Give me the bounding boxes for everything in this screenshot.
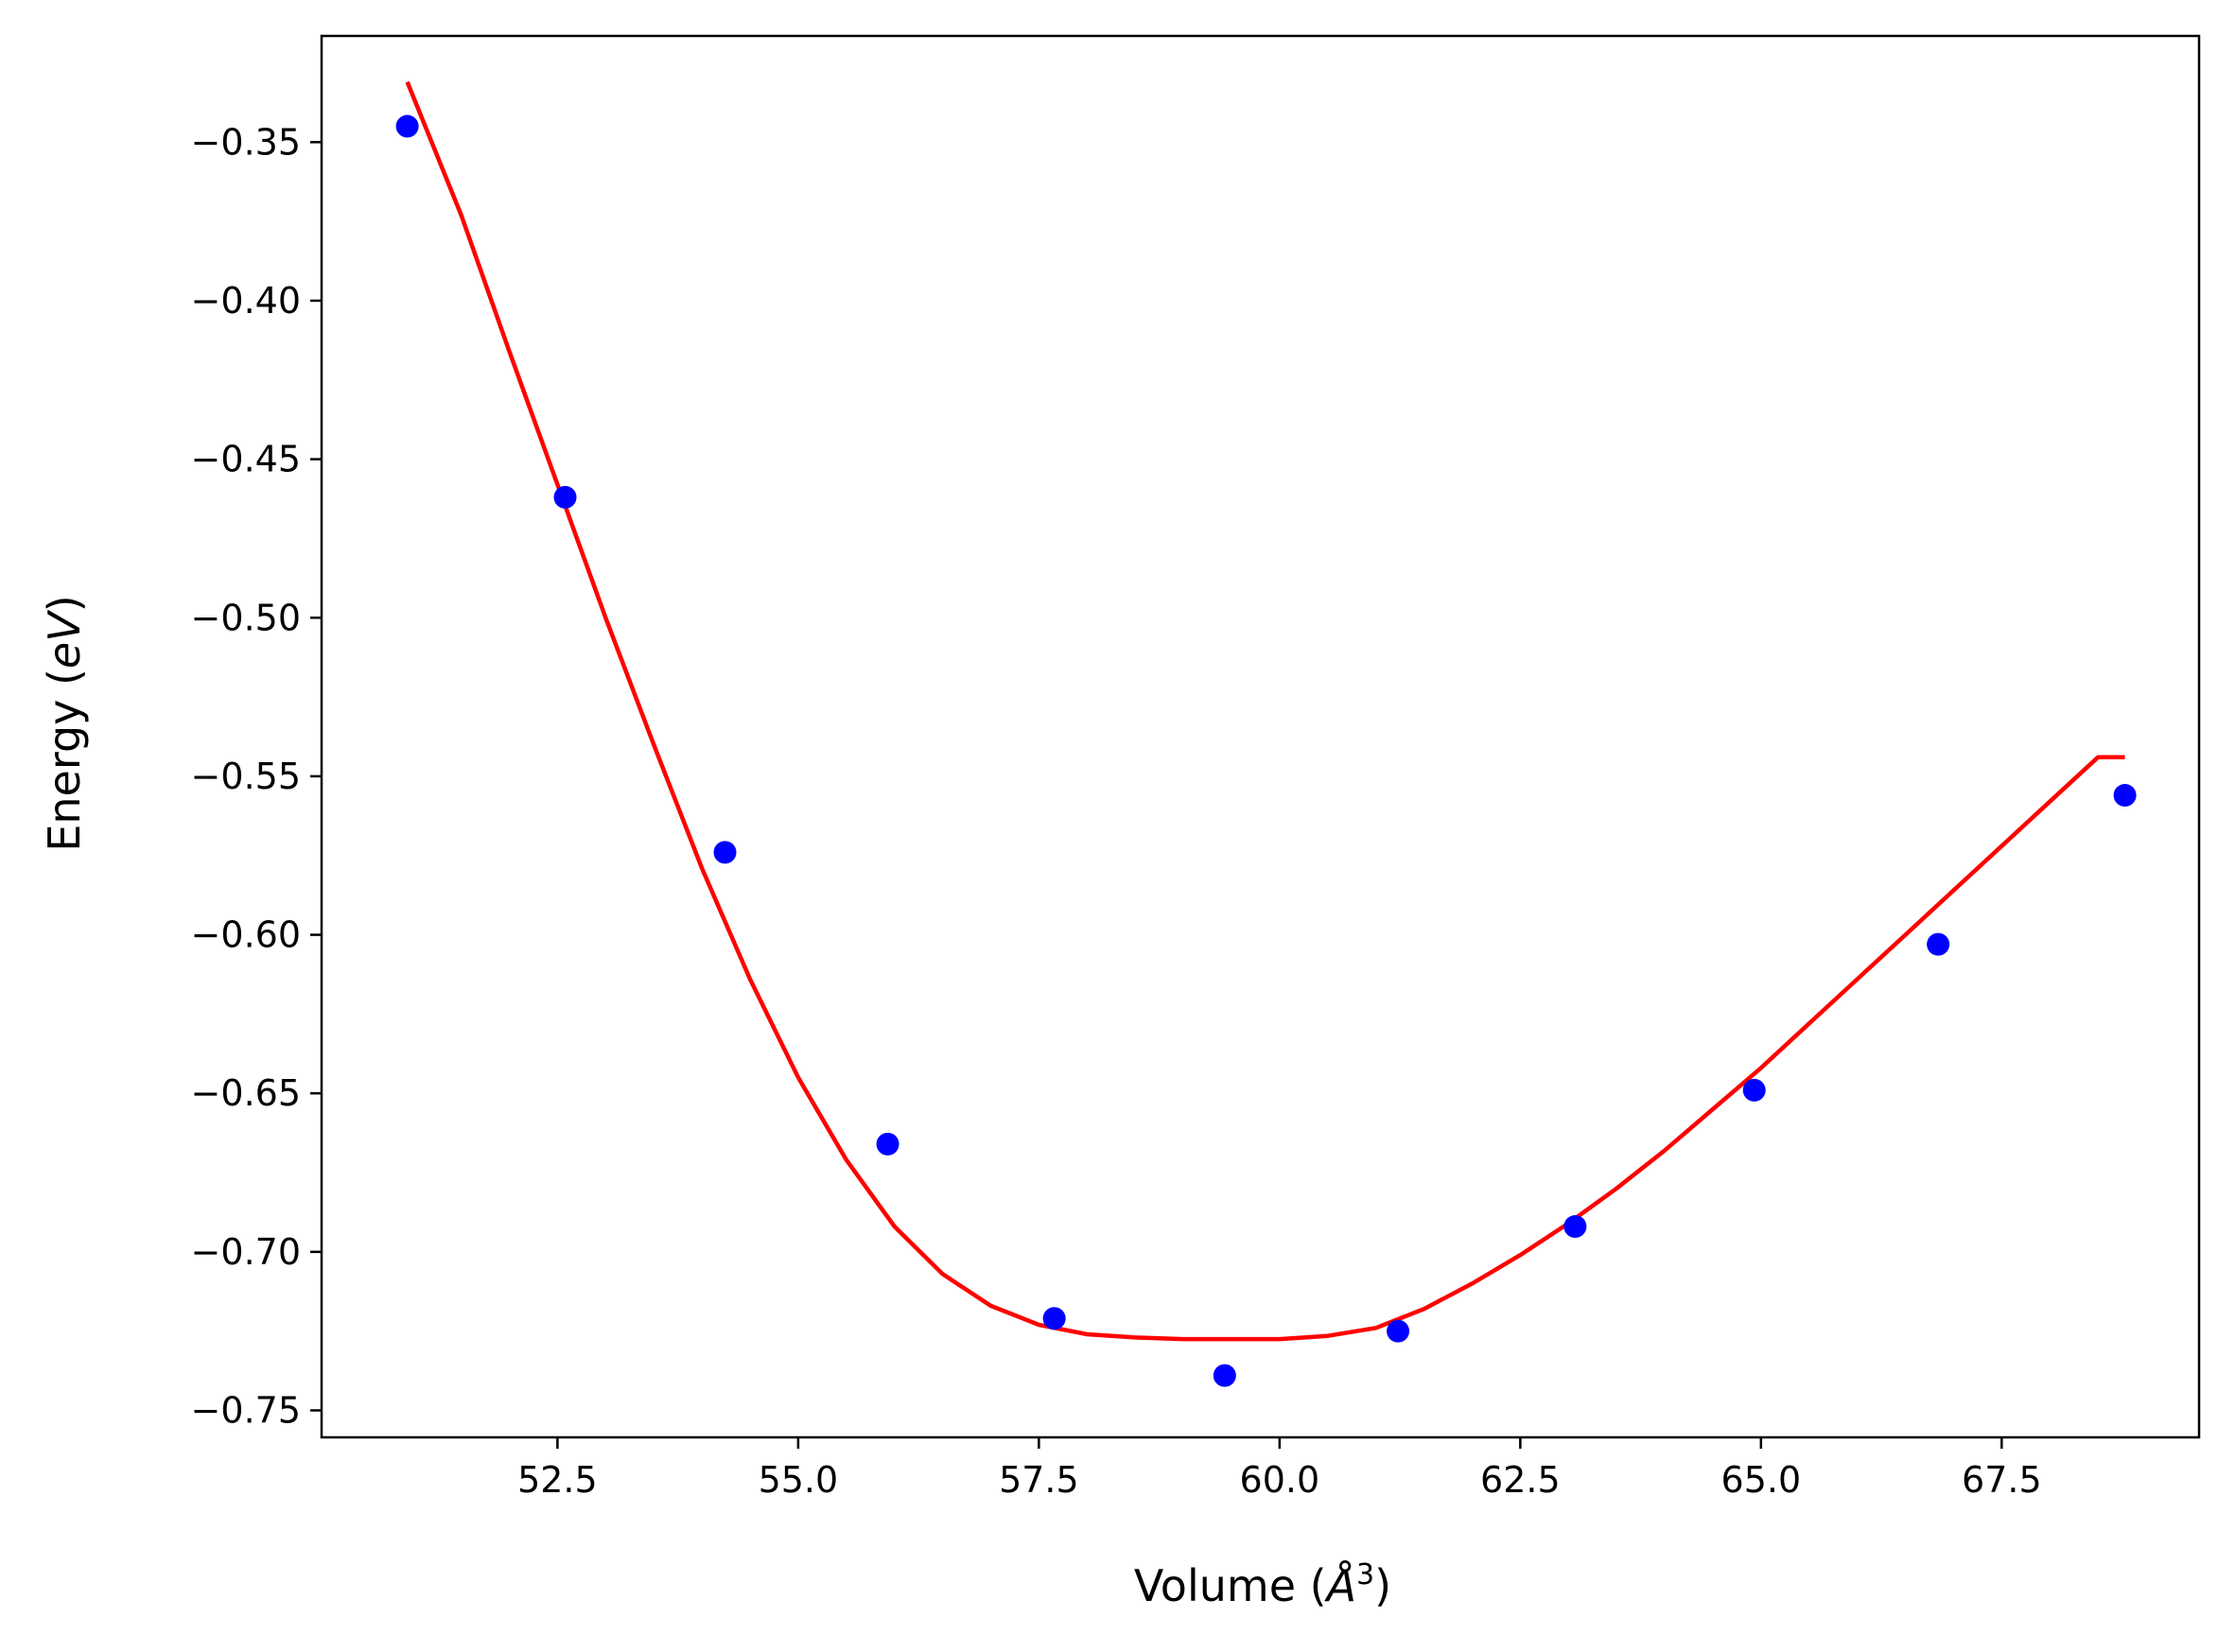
x-tick-label: 52.5 bbox=[517, 1459, 598, 1501]
fit-curve-line bbox=[405, 80, 2125, 1342]
data-point bbox=[713, 841, 737, 864]
x-tick-label: 62.5 bbox=[1480, 1459, 1561, 1501]
data-point bbox=[876, 1132, 899, 1156]
data-point bbox=[1563, 1215, 1587, 1239]
data-point bbox=[1042, 1307, 1066, 1330]
x-axis-title-prefix: Volume ( bbox=[1134, 1560, 1327, 1611]
x-axis-title-exponent: 3 bbox=[1356, 1558, 1374, 1591]
y-tick-label: −0.75 bbox=[191, 1390, 301, 1432]
x-tick-label: 60.0 bbox=[1240, 1459, 1320, 1501]
x-axis-title-suffix: ) bbox=[1374, 1560, 1391, 1611]
y-tick-label: −0.40 bbox=[191, 280, 301, 322]
x-tick-label: 55.0 bbox=[759, 1459, 839, 1501]
x-tick-label: 65.0 bbox=[1721, 1459, 1802, 1501]
y-tick-label: −0.65 bbox=[191, 1072, 301, 1114]
x-axis-title: Volume (Å3) bbox=[1134, 1558, 1391, 1611]
data-point bbox=[1213, 1364, 1236, 1387]
y-axis-title-suffix: ) bbox=[39, 595, 90, 612]
x-axis-ticks: 52.5 55.0 57.5 60.0 62.5 65.0 67.5 bbox=[517, 1437, 2042, 1501]
y-tick-label: −0.35 bbox=[191, 121, 301, 163]
y-axis-title-italic: eV bbox=[39, 609, 90, 669]
y-tick-label: −0.45 bbox=[191, 439, 301, 480]
x-axis-title-symbol: Å bbox=[1324, 1560, 1356, 1611]
plot-frame bbox=[320, 34, 2201, 1439]
x-tick-label: 67.5 bbox=[1962, 1459, 2042, 1501]
y-tick-label: −0.70 bbox=[191, 1231, 301, 1273]
y-axis-ticks: −0.35 −0.40 −0.45 −0.50 −0.55 −0.60 −0.65 −0.70… bbox=[191, 121, 322, 1432]
data-point bbox=[1927, 932, 1950, 956]
y-tick-label: −0.55 bbox=[191, 756, 301, 797]
data-points-layer bbox=[395, 114, 2137, 1387]
fit-curve-layer bbox=[405, 80, 2125, 1342]
y-tick-label: −0.50 bbox=[191, 597, 301, 638]
data-point bbox=[1742, 1078, 1766, 1102]
data-point bbox=[553, 485, 577, 509]
data-point bbox=[2113, 784, 2137, 808]
y-axis-title: Energy (eV) bbox=[39, 595, 90, 851]
data-point bbox=[395, 114, 419, 138]
y-axis-title-prefix: Energy ( bbox=[39, 669, 90, 852]
y-tick-label: −0.60 bbox=[191, 914, 301, 956]
data-point bbox=[1387, 1319, 1410, 1343]
x-tick-label: 57.5 bbox=[999, 1459, 1079, 1501]
